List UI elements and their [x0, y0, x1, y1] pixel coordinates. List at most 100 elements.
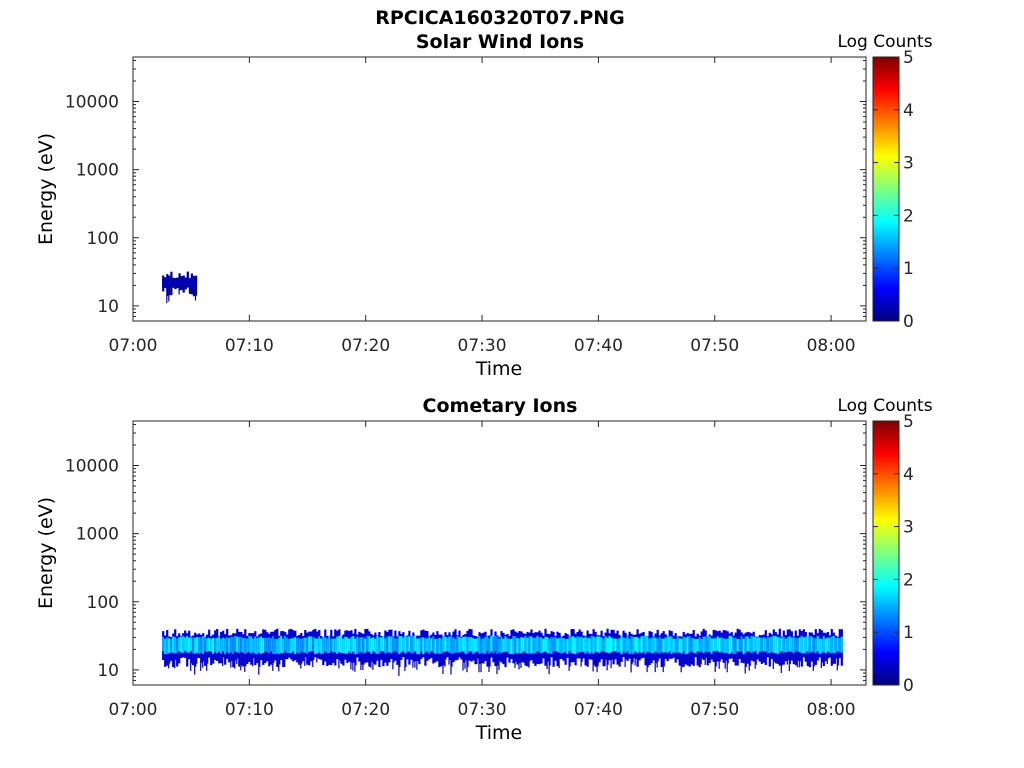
spectrogram-cell	[262, 638, 265, 653]
spectrogram-cell	[268, 637, 271, 654]
spectrogram-cell	[728, 635, 731, 654]
spectrogram-cell	[454, 639, 457, 653]
spectrogram-cell	[410, 636, 413, 654]
spectrogram-cell	[722, 638, 725, 653]
spectrogram-cell	[726, 638, 729, 653]
spectrogram-cell	[412, 636, 415, 653]
spectrogram-cell	[194, 666, 196, 675]
spectrogram-cell	[194, 275, 198, 296]
spectrogram-cell	[178, 290, 180, 295]
spectrogram-cell	[324, 637, 327, 652]
spectrogram-cell	[530, 636, 533, 654]
spectrogram-cell	[414, 636, 417, 652]
spectrogram-cell	[440, 638, 443, 654]
spectrogram-cell	[782, 636, 785, 653]
spectrogram-cell	[478, 664, 480, 673]
spectrogram-cell	[792, 637, 795, 654]
spectrogram-cell	[282, 638, 285, 653]
spectrogram-cell	[580, 636, 583, 652]
spectrogram-cell	[594, 637, 597, 652]
spectrogram-cell	[452, 637, 455, 654]
spectrogram-cell	[172, 636, 175, 653]
spectrogram-cell	[640, 636, 643, 653]
spectrogram-cell	[296, 637, 299, 653]
spectrogram-cell	[458, 637, 461, 653]
spectrogram-cell	[326, 638, 329, 653]
y-tick-label: 100	[87, 229, 119, 249]
spectrogram-cell	[656, 638, 659, 654]
spectrogram-cell	[170, 277, 173, 287]
spectrogram-cell	[328, 635, 331, 653]
spectrogram-cell	[534, 637, 537, 654]
spectrogram-cell	[190, 637, 193, 651]
spectrogram-cell	[192, 637, 195, 654]
spectrogram-cell	[778, 637, 781, 653]
spectrogram-cell	[612, 638, 615, 652]
spectrogram-cell	[748, 666, 750, 671]
spectrogram-cell	[492, 636, 495, 654]
spectrogram-cell	[582, 637, 585, 652]
spectrogram-cell	[398, 667, 400, 676]
spectrogram-cell	[400, 636, 403, 653]
spectrogram-cell	[812, 637, 815, 653]
spectrogram-cell	[332, 638, 335, 653]
spectrogram-cell	[466, 636, 469, 654]
x-tick-label: 07:20	[341, 700, 390, 720]
spectrogram-cell	[562, 638, 565, 653]
spectrogram-cell	[642, 635, 645, 652]
spectrogram-cell	[434, 639, 437, 654]
spectrogram-cell	[372, 637, 375, 652]
spectrogram-cell	[806, 636, 809, 651]
spectrogram-cell	[556, 638, 559, 652]
spectrogram-cell	[168, 638, 171, 654]
spectrogram-cell	[270, 638, 273, 651]
cometary-spectrogram	[162, 628, 843, 676]
spectrogram-cell	[536, 635, 539, 651]
spectrogram-cell	[546, 637, 549, 654]
spectrogram-cell	[284, 635, 287, 652]
spectrogram-cell	[654, 663, 656, 673]
spectrogram-cell	[174, 659, 176, 669]
spectrogram-cell	[700, 638, 703, 652]
spectrogram-cell	[384, 638, 387, 654]
spectrogram-cell	[182, 276, 185, 288]
spectrogram-cell	[288, 639, 291, 654]
spectrogram-cell	[230, 636, 233, 653]
spectrogram-cell	[286, 637, 289, 653]
spectrogram-cell	[588, 638, 591, 654]
spectrogram-cell	[162, 636, 165, 652]
spectrogram-cell	[224, 638, 227, 655]
spectrogram-cell	[528, 636, 531, 654]
spectrogram-cell	[680, 667, 682, 673]
spectrogram-cell	[762, 637, 765, 652]
spectrogram-cell	[180, 277, 183, 286]
spectrogram-cell	[222, 637, 225, 652]
spectrogram-cell	[794, 638, 797, 652]
spectrogram-cell	[690, 638, 693, 651]
spectrogram-cell	[450, 666, 452, 675]
spectrogram-cell	[670, 636, 673, 655]
spectrogram-cell	[362, 637, 365, 654]
y-tick-label: 100	[87, 593, 119, 613]
solar-wind-ions-panel: 07:00 07:10 07:20 07:30 07:40 07:50 08:0010100…	[35, 31, 933, 380]
spectrogram-cell	[632, 636, 635, 654]
spectrogram-cell	[740, 635, 743, 651]
spectrogram-cell	[672, 638, 675, 653]
cometary-ions-panel: 07:00 07:10 07:20 07:30 07:40 07:50 08:0010100…	[35, 395, 933, 744]
x-axis-label: Time	[475, 358, 523, 380]
spectrogram-cell	[392, 662, 394, 670]
spectrogram-cell	[204, 636, 207, 652]
spectrogram-cell	[448, 636, 451, 653]
spectrogram-cell	[380, 637, 383, 651]
spectrogram-cell	[840, 636, 843, 653]
spectrogram-cell	[416, 661, 418, 670]
spectrogram-cell	[784, 638, 787, 653]
axis-ticks: 07:00 07:10 07:20 07:30 07:40 07:50 08:00 10 100…	[65, 57, 866, 356]
spectrogram-cell	[306, 637, 309, 654]
spectrogram-cell	[260, 636, 263, 654]
spectrogram-cell	[522, 637, 525, 652]
spectrogram-cell	[790, 637, 793, 652]
spectrogram-cell	[592, 664, 594, 672]
spectrogram-cell	[662, 638, 665, 653]
spectrogram-cell	[468, 637, 471, 652]
